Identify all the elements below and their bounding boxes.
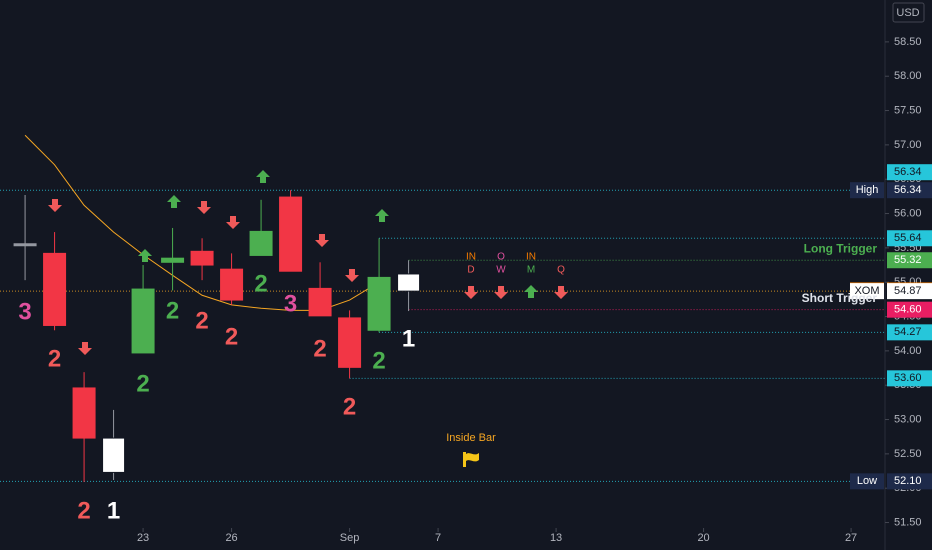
y-tick-label: 54.00 — [894, 345, 922, 357]
count-label: 1 — [107, 497, 120, 524]
price-box — [887, 182, 932, 199]
arrow-up — [256, 170, 270, 183]
price-value: 56.34 — [894, 184, 922, 196]
currency: USD — [896, 7, 919, 19]
candle-body — [308, 287, 332, 317]
level-note: Short Trigger — [802, 291, 878, 305]
y-tick-label: 57.50 — [894, 104, 922, 116]
price-box — [887, 252, 932, 269]
candle-body — [338, 317, 362, 368]
arrow-down — [48, 199, 62, 212]
price-value: 54.60 — [894, 304, 922, 316]
level-label-box — [850, 473, 884, 490]
arrow-down — [554, 286, 568, 299]
y-tick-label: 52.50 — [894, 448, 922, 460]
mtf-top: IN — [526, 252, 536, 263]
annotation: Inside Bar — [446, 432, 496, 444]
level-label: Low — [857, 475, 877, 487]
candle-body — [72, 387, 96, 439]
price-value: 53.60 — [894, 372, 922, 384]
candle-body — [131, 288, 155, 354]
count-label: 2 — [166, 297, 179, 324]
arrow-up — [375, 209, 389, 222]
price-value: 54.27 — [894, 326, 922, 338]
x-tick-label: 23 — [137, 532, 149, 544]
arrow-up — [167, 195, 181, 208]
candle-body — [43, 252, 67, 326]
candle-body — [249, 230, 273, 256]
x-tick-label: 26 — [225, 532, 237, 544]
x-tick-label: Sep — [340, 532, 360, 544]
candle-body — [13, 243, 37, 247]
arrow-up — [524, 285, 538, 298]
price-box — [887, 164, 932, 181]
arrow-down — [315, 234, 329, 247]
x-tick-label: 27 — [845, 532, 857, 544]
mtf-frame: M — [527, 265, 535, 276]
y-tick-label: 56.00 — [894, 207, 922, 219]
candle-body — [397, 273, 421, 292]
level-label-box — [850, 283, 884, 300]
count-label: 2 — [136, 370, 149, 397]
price-box — [887, 324, 932, 341]
arrow-down — [464, 286, 478, 299]
candle-body — [190, 250, 214, 266]
count-label: 2 — [254, 270, 267, 297]
price-box — [887, 370, 932, 387]
level-label: XOM — [854, 285, 879, 297]
count-label: 3 — [284, 290, 297, 317]
price-box — [887, 301, 932, 318]
candle-body — [102, 437, 126, 473]
price-value: 55.64 — [894, 232, 922, 244]
level-note: Long Trigger — [804, 241, 878, 255]
price-value: 52.10 — [894, 475, 922, 487]
price-box — [887, 473, 932, 490]
count-label: 2 — [225, 323, 238, 350]
y-tick-label: 58.00 — [894, 70, 922, 82]
count-label: 2 — [77, 497, 90, 524]
count-label: 3 — [18, 298, 31, 325]
flag-icon — [463, 452, 479, 467]
count-label: 2 — [372, 347, 385, 374]
candle-body — [279, 196, 303, 272]
price-box — [887, 283, 932, 300]
mtf-frame: Q — [557, 265, 565, 276]
price-value: 55.32 — [894, 254, 922, 266]
price-value: 54.87 — [894, 285, 922, 297]
x-tick-label: 13 — [550, 532, 562, 544]
mtf-frame: D — [467, 265, 474, 276]
x-tick-label: 20 — [697, 532, 709, 544]
price-value: 56.34 — [894, 166, 922, 178]
level-label-box — [850, 182, 884, 199]
x-tick-label: 7 — [435, 532, 441, 544]
level-label: High — [856, 184, 879, 196]
count-label: 2 — [48, 345, 61, 372]
count-label: 2 — [195, 307, 208, 334]
arrow-down — [494, 286, 508, 299]
mtf-top: O — [497, 252, 505, 263]
mtf-top: IN — [466, 252, 476, 263]
count-label: 1 — [402, 325, 415, 352]
mtf-frame: W — [496, 265, 506, 276]
price-box — [887, 230, 932, 247]
y-tick-label: 53.00 — [894, 413, 922, 425]
count-label: 2 — [343, 393, 356, 420]
arrow-down — [197, 201, 211, 214]
candle-body — [161, 257, 185, 263]
candle-body — [367, 276, 391, 331]
y-tick-label: 58.50 — [894, 36, 922, 48]
arrow-down — [345, 269, 359, 282]
count-label: 2 — [313, 335, 326, 362]
arrow-down — [78, 342, 92, 355]
currency-box — [892, 2, 925, 23]
arrow-up — [138, 249, 152, 262]
y-tick-label: 51.50 — [894, 516, 922, 528]
candle-body — [220, 268, 244, 301]
arrow-down — [226, 216, 240, 229]
y-tick-label: 57.00 — [894, 139, 922, 151]
